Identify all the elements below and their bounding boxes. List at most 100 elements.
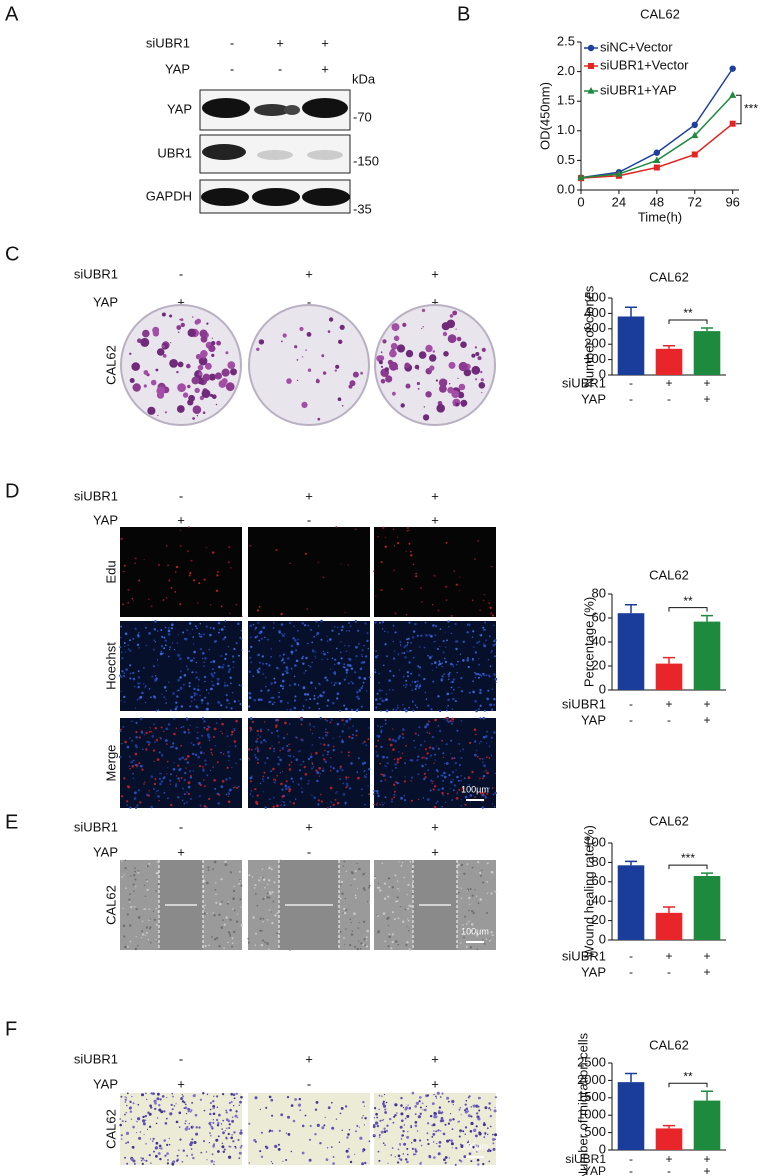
y-tick-label: 80 (592, 854, 606, 869)
texture-dot (211, 680, 213, 683)
texture-dot (186, 668, 189, 671)
texture-dot (305, 669, 307, 672)
texture-dot (363, 645, 365, 647)
texture-dot (308, 664, 310, 667)
texture-dot (367, 647, 369, 650)
texture-dot (406, 1135, 410, 1139)
texture-dot (489, 703, 492, 707)
texture-dot (406, 1160, 409, 1164)
texture-dot (279, 749, 282, 752)
texture-dot (273, 747, 275, 750)
texture-dot (458, 686, 460, 688)
texture-dot (445, 585, 448, 588)
texture-dot (289, 723, 291, 725)
texture-dot (255, 932, 257, 935)
texture-dot (492, 624, 495, 627)
texture-dot (179, 545, 182, 548)
texture-dot (281, 795, 285, 798)
texture-dot (125, 1142, 127, 1144)
texture-dot (206, 322, 209, 325)
texture-dot (307, 624, 310, 627)
texture-dot (361, 1162, 365, 1166)
texture-dot (382, 755, 385, 759)
texture-dot (259, 1108, 261, 1110)
texture-dot (138, 647, 140, 649)
texture-dot (366, 690, 368, 692)
y-tick-label: 40 (592, 633, 606, 648)
texture-dot (438, 378, 448, 387)
texture-dot (349, 918, 352, 921)
texture-dot (168, 1137, 170, 1140)
texture-dot (418, 351, 427, 359)
texture-dot (204, 904, 206, 907)
texture-dot (186, 801, 188, 804)
texture-dot (150, 379, 157, 386)
texture-dot (482, 761, 484, 763)
texture-dot (252, 675, 254, 677)
texture-dot (397, 943, 400, 946)
texture-dot (364, 655, 368, 658)
texture-dot (144, 1114, 147, 1118)
texture-dot (129, 1100, 131, 1103)
texture-dot (431, 1102, 435, 1105)
texture-dot (490, 651, 493, 654)
texture-dot (402, 736, 405, 740)
texture-dot (157, 630, 159, 632)
texture-dot (378, 689, 381, 692)
texture-dot (491, 787, 494, 789)
texture-dot (132, 772, 134, 775)
scale-label: 100μm (461, 926, 489, 936)
texture-dot (400, 1112, 404, 1116)
texture-dot (338, 1141, 341, 1143)
texture-dot (191, 1153, 194, 1156)
texture-dot (137, 871, 140, 874)
texture-dot (392, 391, 396, 396)
texture-dot (163, 1110, 166, 1113)
texture-dot (380, 365, 384, 368)
texture-dot (239, 1146, 242, 1149)
texture-dot (406, 644, 409, 646)
annotation: ** (683, 594, 693, 608)
texture-dot (392, 689, 394, 691)
texture-dot (283, 801, 285, 804)
texture-dot (474, 651, 477, 654)
texture-dot (452, 720, 454, 723)
texture-dot (473, 740, 477, 744)
texture-dot (257, 621, 260, 624)
texture-dot (228, 1127, 231, 1129)
texture-dot (221, 900, 223, 903)
texture-dot (260, 929, 263, 932)
texture-dot (378, 1108, 380, 1111)
texture-dot (195, 671, 198, 674)
texture-dot (164, 411, 167, 414)
texture-dot (389, 776, 392, 779)
texture-dot (317, 417, 321, 421)
texture-dot (303, 765, 306, 769)
texture-dot (268, 798, 271, 801)
texture-dot (120, 1138, 123, 1140)
texture-dot (337, 397, 342, 402)
texture-dot (400, 403, 405, 408)
texture-dot (191, 700, 193, 703)
texture-dot (285, 666, 289, 669)
texture-dot (161, 1095, 165, 1098)
texture-dot (213, 1161, 215, 1163)
texture-dot (363, 769, 366, 773)
texture-dot (431, 1136, 434, 1138)
texture-dot (415, 575, 418, 578)
texture-dot (355, 645, 358, 649)
texture-dot (444, 801, 447, 804)
texture-dot (474, 672, 476, 674)
texture-dot (486, 862, 489, 865)
texture-dot (484, 794, 486, 797)
texture-dot (200, 1151, 203, 1154)
texture-dot (234, 1114, 238, 1118)
texture-dot (467, 1114, 471, 1118)
chart-title: CAL62 (649, 269, 689, 284)
y-tick-label: 200 (584, 336, 606, 351)
texture-dot (434, 753, 436, 756)
texture-dot (386, 756, 389, 759)
texture-dot (406, 1114, 410, 1118)
texture-dot (382, 773, 384, 776)
texture-dot (358, 676, 361, 680)
